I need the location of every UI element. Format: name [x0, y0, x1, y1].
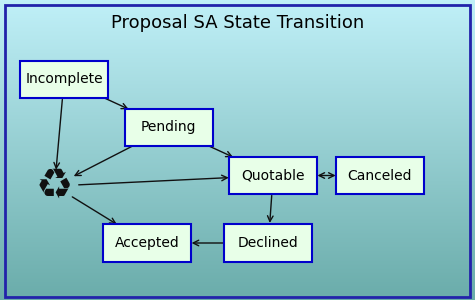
Text: Canceled: Canceled — [348, 169, 412, 182]
Text: Proposal SA State Transition: Proposal SA State Transition — [111, 14, 364, 32]
Text: Accepted: Accepted — [115, 236, 180, 250]
FancyBboxPatch shape — [20, 61, 108, 98]
Text: Quotable: Quotable — [241, 169, 305, 182]
FancyBboxPatch shape — [104, 224, 191, 262]
FancyBboxPatch shape — [229, 157, 317, 194]
Text: ♻: ♻ — [36, 165, 73, 207]
Text: Incomplete: Incomplete — [25, 73, 103, 86]
Text: Pending: Pending — [141, 121, 196, 134]
FancyBboxPatch shape — [336, 157, 424, 194]
Text: Declined: Declined — [238, 236, 299, 250]
FancyBboxPatch shape — [224, 224, 313, 262]
FancyBboxPatch shape — [124, 109, 212, 146]
